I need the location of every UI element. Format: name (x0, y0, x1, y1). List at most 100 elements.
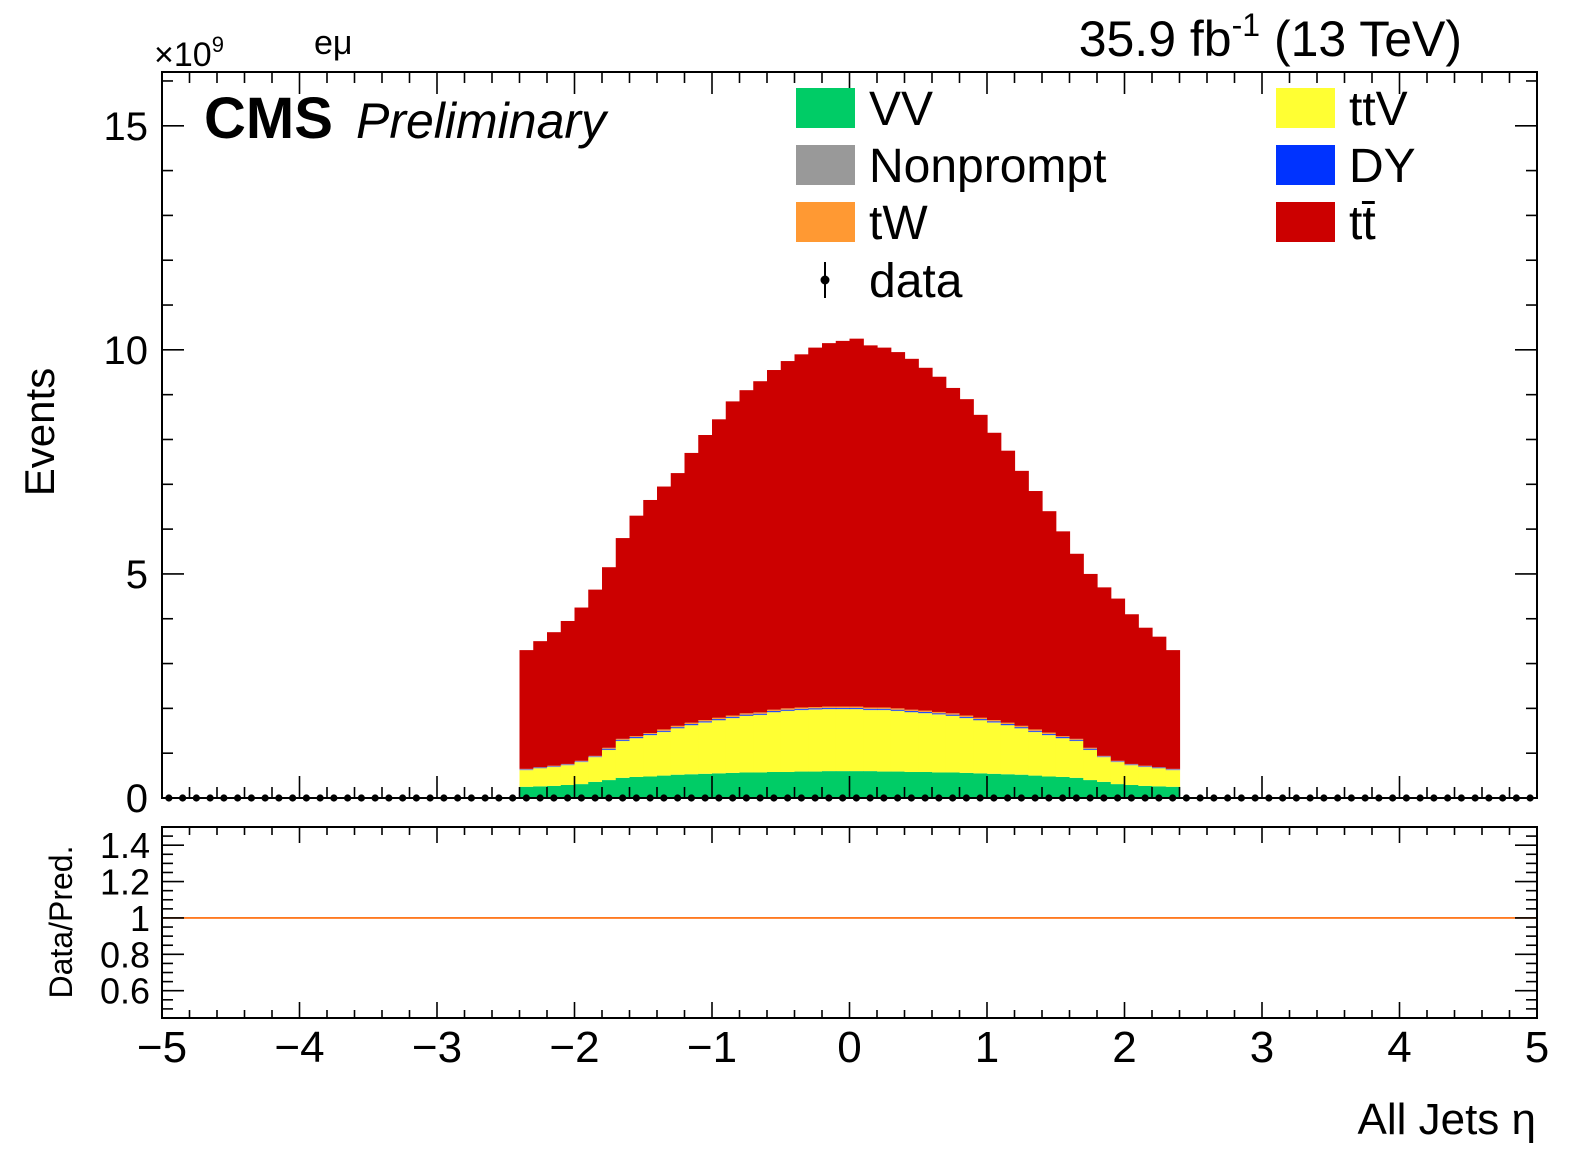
bar-ttv-26 (877, 710, 892, 772)
bar-vv-30 (932, 772, 947, 798)
bar-ttbar-7 (615, 538, 631, 739)
bar-vv-34 (987, 773, 1002, 798)
bar-vv-47 (1165, 786, 1181, 798)
bar-vv-3 (560, 785, 576, 798)
bar-ttbar-30 (932, 376, 947, 712)
bar-tw-17 (753, 712, 768, 714)
bar-dy-12 (684, 724, 699, 725)
bar-vv-1 (533, 786, 548, 798)
x-tick-label-9: 4 (1387, 1023, 1411, 1072)
x-tick-label-1: −4 (274, 1023, 324, 1072)
bar-vv-13 (698, 773, 713, 798)
bar-ttbar-44 (1124, 614, 1139, 764)
bar-ttv-9 (643, 735, 658, 777)
bar-ttv-19 (780, 711, 796, 773)
bar-vv-21 (808, 771, 823, 798)
bar-ttv-36 (1014, 728, 1029, 775)
bar-vv-24 (849, 771, 864, 798)
bar-dy-6 (602, 748, 617, 750)
y-tick-label-0: 0 (126, 777, 148, 821)
bar-ttbar-45 (1138, 627, 1153, 766)
bar-ttv-11 (670, 728, 686, 775)
bar-tw-20 (794, 707, 809, 709)
bar-ttv-28 (904, 712, 919, 773)
bar-ttv-8 (629, 738, 644, 777)
bar-dy-33 (973, 719, 988, 721)
bar-dy-41 (1083, 748, 1098, 750)
ratio-y-tick-label-1.4: 1.4 (100, 825, 150, 866)
bar-ttbar-21 (808, 347, 823, 708)
bar-tw-39 (1055, 736, 1071, 738)
bar-dy-31 (945, 714, 961, 716)
bar-vv-40 (1069, 777, 1084, 798)
bar-vv-8 (629, 776, 644, 798)
bar-dy-9 (643, 733, 658, 735)
x-axis-title: All Jets η (1357, 1095, 1536, 1144)
bar-ttv-42 (1097, 757, 1112, 782)
bar-vv-27 (890, 771, 906, 798)
bar-tw-37 (1028, 729, 1043, 731)
bar-dy-10 (657, 730, 672, 732)
bar-ttbar-32 (959, 399, 974, 716)
bar-vv-33 (973, 773, 988, 798)
legend-label-6: data (869, 255, 963, 308)
bar-ttv-13 (698, 722, 713, 774)
bar-vv-31 (945, 772, 961, 798)
bar-tw-15 (725, 715, 741, 717)
bar-vv-36 (1014, 774, 1029, 798)
legend-data-marker (820, 262, 830, 298)
bar-ttbar-46 (1152, 636, 1167, 768)
bar-ttbar-35 (1000, 450, 1016, 723)
ratio-y-axis-title: Data/Pred. (43, 846, 79, 999)
bar-tw-9 (643, 733, 658, 734)
bar-ttv-47 (1165, 770, 1181, 787)
bar-vv-14 (712, 773, 727, 798)
bar-tw-24 (849, 706, 864, 708)
bar-ttbar-3 (560, 620, 576, 764)
bar-ttv-37 (1028, 732, 1043, 776)
bar-ttv-1 (533, 768, 548, 787)
bar-tw-35 (1000, 722, 1016, 725)
bar-ttbar-6 (602, 567, 617, 748)
bar-vv-26 (877, 771, 892, 798)
bar-tw-29 (918, 710, 933, 712)
stacked-bars (519, 338, 1181, 798)
bar-dy-13 (698, 721, 713, 723)
bar-vv-18 (767, 772, 782, 798)
bar-dy-19 (780, 709, 796, 711)
bar-vv-0 (519, 786, 534, 798)
bar-ttbar-11 (670, 473, 686, 726)
bar-ttv-33 (973, 720, 988, 774)
bar-vv-22 (822, 771, 837, 798)
ratio-y-tick-label-0.6: 0.6 (100, 971, 150, 1012)
bar-ttv-24 (849, 709, 864, 772)
bar-ttbar-34 (987, 432, 1002, 721)
bar-dy-16 (739, 714, 754, 716)
bar-tw-21 (808, 707, 823, 709)
bar-ttv-35 (1000, 725, 1016, 775)
bar-dy-32 (959, 716, 974, 718)
bar-tw-13 (698, 720, 713, 722)
bar-vv-17 (753, 772, 768, 798)
legend-swatch-2 (796, 145, 855, 185)
bar-ttbar-28 (904, 358, 919, 710)
bar-ttbar-26 (877, 347, 892, 708)
bar-ttv-12 (684, 725, 699, 775)
legend-swatch-1 (1276, 88, 1335, 128)
bar-ttv-32 (959, 718, 974, 773)
legend-label-0: VV (869, 83, 933, 136)
bar-ttv-34 (987, 722, 1002, 774)
bar-dy-30 (932, 713, 947, 715)
bar-ttv-39 (1055, 738, 1071, 777)
ratio-plot: 0.60.811.21.4 (100, 825, 1538, 1019)
legend: VV ttV Nonprompt DY tW tt̄ data (796, 83, 1416, 308)
legend-label-1: ttV (1349, 83, 1408, 136)
bar-dy-38 (1042, 733, 1057, 735)
bar-dy-15 (725, 716, 741, 718)
bar-tw-8 (629, 736, 644, 738)
bar-ttv-18 (767, 712, 782, 773)
ratio-plot-frame (161, 826, 1538, 1019)
bar-ttbar-27 (890, 352, 906, 709)
bar-dy-11 (670, 727, 686, 729)
bar-ttbar-31 (945, 387, 961, 714)
